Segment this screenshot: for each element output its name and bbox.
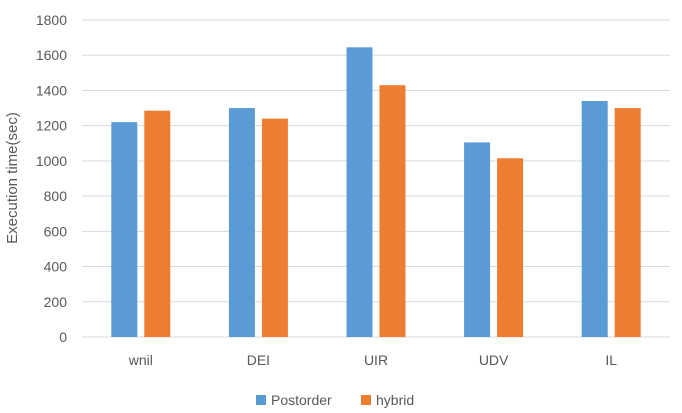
x-tick-label: wnil [128, 352, 153, 368]
y-axis-title: Execution time(sec) [4, 112, 21, 244]
legend-swatch-hybrid [361, 395, 371, 405]
x-tick-label: DEI [247, 352, 270, 368]
bar-hybrid-uir [379, 85, 406, 338]
bar-postorder-wnil [111, 122, 138, 338]
y-tick-label: 1400 [36, 82, 67, 98]
y-tick-label: 0 [59, 329, 67, 345]
y-tick-label: 800 [44, 188, 68, 204]
y-tick-label: 1200 [36, 118, 67, 134]
x-tick-label: IL [605, 352, 617, 368]
y-tick-label: 1600 [36, 47, 67, 63]
y-tick-label: 1000 [36, 153, 67, 169]
bar-hybrid-udv [497, 158, 524, 337]
bar-hybrid-il [614, 108, 641, 337]
bar-hybrid-dei [261, 118, 288, 337]
gridlines [82, 19, 670, 338]
bar-postorder-udv [464, 142, 491, 337]
y-axis-tick-labels: 0 200 400 600 800 1000 1200 1400 1600 1800 [36, 12, 67, 345]
legend: Postorder hybrid [256, 392, 414, 408]
y-tick-label: 600 [44, 223, 68, 239]
y-tick-label: 1800 [36, 12, 67, 28]
bar-hybrid-wnil [144, 110, 171, 337]
bar-postorder-uir [346, 47, 373, 338]
x-tick-label: UDV [479, 352, 509, 368]
x-tick-label: UIR [364, 352, 388, 368]
x-axis-tick-labels: wnil DEI UIR UDV IL [128, 352, 618, 368]
bar-postorder-dei [228, 108, 255, 337]
y-tick-label: 200 [44, 294, 68, 310]
y-tick-label: 400 [44, 259, 68, 275]
bar-postorder-il [581, 101, 608, 337]
bars [111, 47, 641, 338]
legend-swatch-postorder [256, 395, 266, 405]
legend-label-hybrid: hybrid [376, 392, 414, 408]
legend-label-postorder: Postorder [271, 392, 332, 408]
